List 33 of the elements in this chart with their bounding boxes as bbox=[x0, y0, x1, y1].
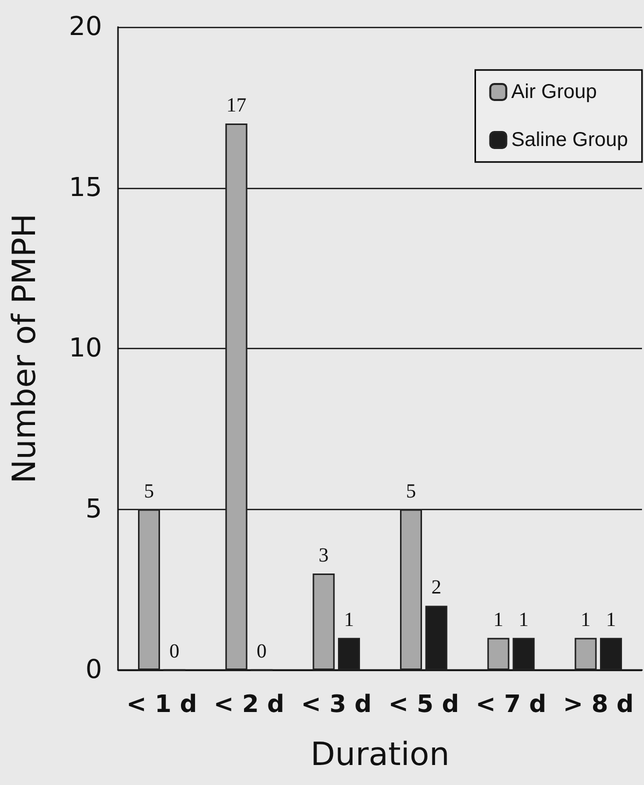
data-label: 1 bbox=[518, 608, 529, 631]
data-label: 2 bbox=[431, 576, 442, 599]
y-tick-label: 15 bbox=[68, 172, 102, 203]
data-label: 17 bbox=[226, 94, 246, 116]
y-tick-label: 20 bbox=[68, 12, 102, 42]
bar bbox=[225, 123, 248, 670]
bar bbox=[138, 509, 160, 670]
data-label: 1 bbox=[606, 608, 616, 631]
x-tick-label: < 7 d bbox=[476, 690, 546, 718]
bar bbox=[312, 574, 335, 670]
y-tick-label: 0 bbox=[85, 655, 102, 685]
y-tick-label: 10 bbox=[68, 334, 102, 364]
data-label: 1 bbox=[580, 608, 591, 631]
data-label: 0 bbox=[256, 640, 267, 662]
data-label: 0 bbox=[169, 640, 180, 662]
x-tick-label: < 2 d bbox=[214, 690, 284, 718]
x-tick-label: < 5 d bbox=[388, 690, 460, 718]
data-label: 5 bbox=[406, 480, 416, 502]
x-axis-title: Duration bbox=[310, 735, 450, 773]
x-tick-label: < 1 d bbox=[126, 690, 198, 718]
data-label: 1 bbox=[493, 608, 504, 631]
data-label: 1 bbox=[344, 608, 354, 631]
bar bbox=[400, 509, 422, 670]
data-label: 5 bbox=[144, 480, 154, 502]
x-tick-label: < 3 d bbox=[300, 690, 372, 718]
bar bbox=[487, 638, 510, 670]
x-tick-label: > 8 d bbox=[562, 690, 634, 718]
y-axis-title: Number of PMPH bbox=[5, 214, 43, 484]
legend-label: Saline Group bbox=[511, 129, 628, 151]
y-tick-label: 5 bbox=[85, 494, 102, 524]
bar bbox=[574, 638, 597, 670]
data-label: 3 bbox=[318, 544, 329, 567]
legend-label: Air Group bbox=[511, 81, 597, 103]
